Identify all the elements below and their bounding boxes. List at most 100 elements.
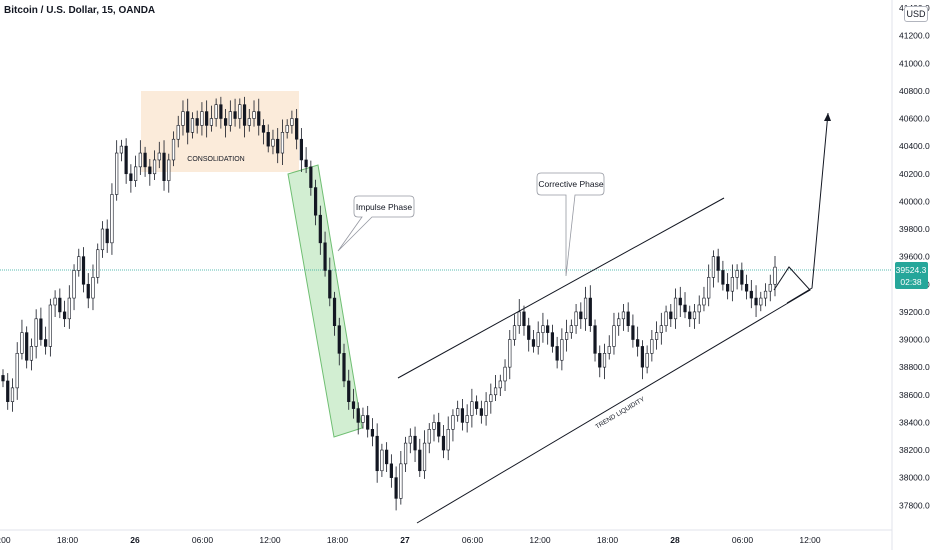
candle-body: [489, 394, 493, 402]
price-tick-label: 40200.0: [899, 169, 930, 179]
price-axis: 41400.041200.041000.040800.040600.040400…: [899, 3, 930, 510]
candle-body: [309, 166, 313, 188]
candle-body: [181, 111, 185, 126]
candle-body: [242, 104, 247, 126]
candle-body: [493, 387, 498, 396]
candle-body: [654, 332, 659, 340]
candle-body: [759, 297, 763, 306]
time-tick-label: 12:00: [529, 535, 551, 545]
price-tick-label: 40600.0: [899, 114, 930, 124]
corrective-callout: [536, 172, 605, 277]
impulse-phase-label: Impulse Phase: [356, 202, 412, 212]
time-tick-label: 06:00: [462, 535, 484, 545]
candle-body: [171, 138, 176, 161]
candle-body: [479, 408, 483, 416]
time-tick-label: 12:00: [799, 535, 821, 545]
candle-body: [446, 429, 450, 451]
candle-body: [157, 152, 161, 161]
candle-body: [394, 477, 398, 499]
time-tick-label: 28: [670, 535, 680, 545]
candle-body: [754, 297, 758, 306]
candle-body: [692, 311, 697, 320]
candle-body: [86, 283, 90, 299]
candle-body: [167, 159, 171, 181]
candle-body: [403, 442, 408, 465]
candle-body: [29, 346, 34, 361]
candle-body: [598, 353, 602, 368]
candle-body: [332, 297, 337, 327]
candle-body: [351, 401, 356, 409]
candle-body: [749, 290, 753, 299]
candle-body: [119, 145, 124, 154]
impulse-callout: [337, 195, 415, 252]
candle-body: [337, 325, 341, 354]
candle-body: [219, 104, 223, 119]
candle-body: [299, 138, 303, 161]
candle-body: [470, 401, 474, 416]
candle-body: [617, 318, 621, 327]
candle-body: [271, 138, 275, 147]
candle-body: [659, 325, 663, 333]
price-tick-label: 40400.0: [899, 141, 930, 151]
candle-body: [152, 159, 157, 175]
candle-body: [318, 214, 322, 244]
candle-body: [664, 311, 668, 327]
corrective-phase-label: Corrective Phase: [538, 179, 603, 189]
candle-body: [541, 325, 545, 333]
candle-body: [261, 125, 266, 133]
price-badge-bg: [895, 262, 928, 289]
consolidation-label: CONSOLIDATION: [187, 156, 244, 163]
candle-body: [223, 118, 228, 126]
candle-body: [290, 118, 294, 126]
candle-body: [536, 332, 540, 347]
candle-body: [475, 401, 479, 409]
candle-body: [697, 304, 701, 313]
price-tick-label: 39800.0: [899, 224, 930, 234]
price-tick-label: 37800.0: [899, 500, 930, 510]
candle-body: [295, 118, 299, 140]
candle-body: [702, 297, 706, 306]
candle-body: [58, 297, 62, 313]
candle-body: [768, 283, 772, 292]
chart-background: [0, 0, 893, 550]
candle-body: [304, 159, 308, 168]
candle-body: [602, 353, 607, 368]
price-tick-label: 40000.0: [899, 196, 930, 206]
currency-badge[interactable]: USD: [904, 6, 928, 22]
candle-body: [389, 463, 393, 478]
candle-body: [53, 297, 57, 306]
candle-body: [25, 332, 29, 361]
candle-body: [422, 442, 427, 472]
candle-body: [721, 270, 725, 285]
candle-body: [100, 228, 105, 251]
candle-body: [134, 166, 138, 181]
candle-body: [124, 145, 128, 175]
candle-body: [385, 449, 389, 465]
candle-body: [550, 332, 555, 347]
candles: [1, 96, 777, 511]
candle-body: [91, 277, 95, 299]
candle-body: [683, 304, 687, 313]
candle-body: [205, 111, 209, 126]
candle-body: [148, 166, 152, 175]
candle-body: [200, 111, 204, 126]
candle-body: [347, 380, 351, 402]
candle-body: [356, 408, 360, 423]
candle-body: [247, 118, 251, 126]
candle-body: [370, 429, 375, 437]
candle-body: [432, 422, 436, 430]
candle-body: [735, 270, 739, 278]
candle-body: [228, 111, 232, 126]
price-tick-label: 39200.0: [899, 307, 930, 317]
symbol-title[interactable]: Bitcoin / U.S. Dollar, 15, OANDA: [4, 5, 156, 16]
time-tick-label: 12:00: [0, 535, 11, 545]
candle-body: [636, 339, 640, 347]
price-tick-label: 38000.0: [899, 473, 930, 483]
candle-body: [669, 311, 673, 320]
time-tick-label: 18:00: [327, 535, 349, 545]
candle-body: [280, 132, 285, 154]
candle-body: [285, 125, 289, 133]
candle-body: [607, 346, 611, 354]
